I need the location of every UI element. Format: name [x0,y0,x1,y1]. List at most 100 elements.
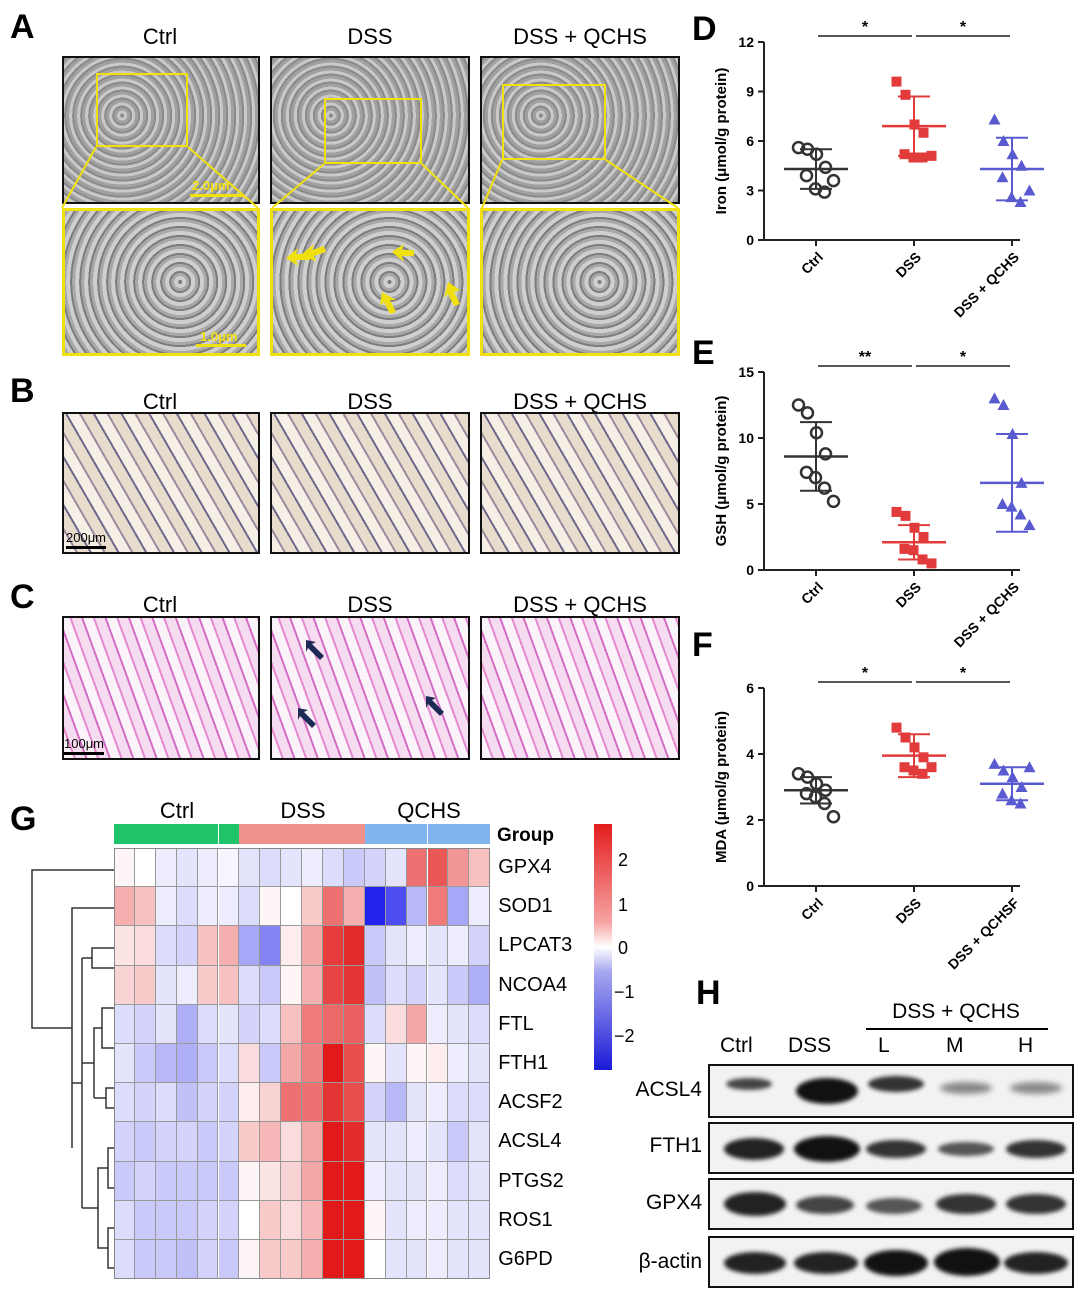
heatmap-cell [197,1161,219,1201]
data-point [918,532,929,542]
x-tick-label: Ctrl [798,249,826,277]
y-tick-label: 0 [746,232,754,248]
data-point [997,399,1010,410]
heatmap-cell [239,1122,261,1162]
data-point [900,732,911,743]
group-bar-cell [155,824,177,844]
y-axis-title: GSH (μmol/g protein) [713,396,730,547]
heatmap-cell [176,926,198,966]
heatmap-gene-label: ACSL4 [498,1130,562,1153]
a-group-title-dss: DSS [347,24,393,49]
heatmap-cell [114,926,135,966]
group-bar-cell [385,824,407,844]
panel-label-e: E [692,334,715,372]
a-ctrl-zoom-box [96,73,188,147]
arrow-icon [306,640,324,660]
heatmap-cell [364,965,386,1005]
heatmap-cell [197,926,219,966]
heatmap-cell [155,965,177,1005]
heatmap-cell [260,1004,282,1044]
heatmap-cell [155,848,177,888]
heatmap-cell [302,1004,323,1044]
data-point [918,752,929,763]
g-group-row-label: Group [497,825,554,846]
sig-label: * [960,19,967,36]
x-tick-label: Ctrl [798,895,826,923]
heatmap-cell [385,1083,407,1123]
y-tick-label: 2 [746,812,754,828]
data-point [891,506,902,517]
heatmap-cell [302,1122,323,1162]
heatmap-cell [176,1122,198,1162]
panel-label-c: C [10,578,35,616]
heatmap-cell [343,926,365,966]
arrow-icon [380,292,396,314]
heatmap-cell [239,1200,261,1240]
c-dss-arrows [298,640,444,728]
heatmap-cell [134,1161,156,1201]
b-scalebar-label: 200μm [66,530,107,545]
group-bar-cell [343,824,365,844]
b-group-title-dss: DSS [347,389,393,414]
a-group-title-qchs: DSS + QCHS [513,24,647,49]
heatmap-cell [176,1044,198,1084]
heatmap-cell [448,1161,470,1201]
heatmap-cell [427,1122,449,1162]
group-bar-cell [114,824,135,844]
heatmap-cell [260,1161,282,1201]
heatmap-gene-label: LPCAT3 [498,934,573,957]
heatmap-cell [343,1161,365,1201]
y-tick-label: 10 [738,430,754,446]
heatmap-cell [385,1122,407,1162]
heatmap-cell [134,848,156,888]
heatmap-cell [448,1200,470,1240]
heatmap-cell [218,848,240,888]
g-group-title-dss: DSS [280,798,326,823]
heatmap-cell [281,848,303,888]
panel-label-g: G [10,800,37,838]
heatmap-cell [364,1044,386,1084]
heatmap-cell [343,1122,365,1162]
heatmap-cell [448,887,470,927]
heatmap-cell [134,926,156,966]
group-bar-cell [469,824,491,844]
group-bar-cell [448,824,470,844]
heatmap-cell [406,1161,428,1201]
heatmap-cell [302,1200,323,1240]
a-dss-zoom-image [270,208,470,356]
heatmap-cell [218,965,240,1005]
heatmap-cell [343,1083,365,1123]
heatmap-cell [134,1083,156,1123]
b-group-title-qchs: DSS + QCHS [513,389,647,414]
a-qchs-zoom-image [480,208,680,356]
heatmap-cell [427,1161,449,1201]
arrow-icon [302,244,326,262]
heatmap-cell [197,1200,219,1240]
heatmap-cell [448,1044,470,1084]
heatmap-cell [239,1004,261,1044]
heatmap-cell [302,965,323,1005]
heatmap-cell [155,1161,177,1201]
heatmap-cell [448,1004,470,1044]
h-blot-fth1 [708,1122,1074,1174]
data-point [926,558,937,569]
heatmap-cell [218,1200,240,1240]
sig-label: * [960,665,967,682]
h-lane-h: H [1018,1034,1034,1057]
data-point [926,150,937,161]
data-point [988,113,1001,125]
heatmap-cell [323,1083,344,1123]
h-blot-bactin [708,1236,1074,1288]
heatmap-cell [114,1004,135,1044]
heatmap-cell [323,1161,344,1201]
g-color-legend [594,824,612,1070]
y-axis-title: MDA (μmol/g protein) [713,711,730,863]
data-point [917,768,928,779]
x-tick-label: DSS + QCHS [951,249,1023,321]
heatmap-cell [155,1044,177,1084]
heatmap-cell [281,965,303,1005]
a-scalebar-top [190,194,244,197]
heatmap-cell [134,887,156,927]
heatmap-cell [281,1004,303,1044]
data-point [891,722,902,733]
